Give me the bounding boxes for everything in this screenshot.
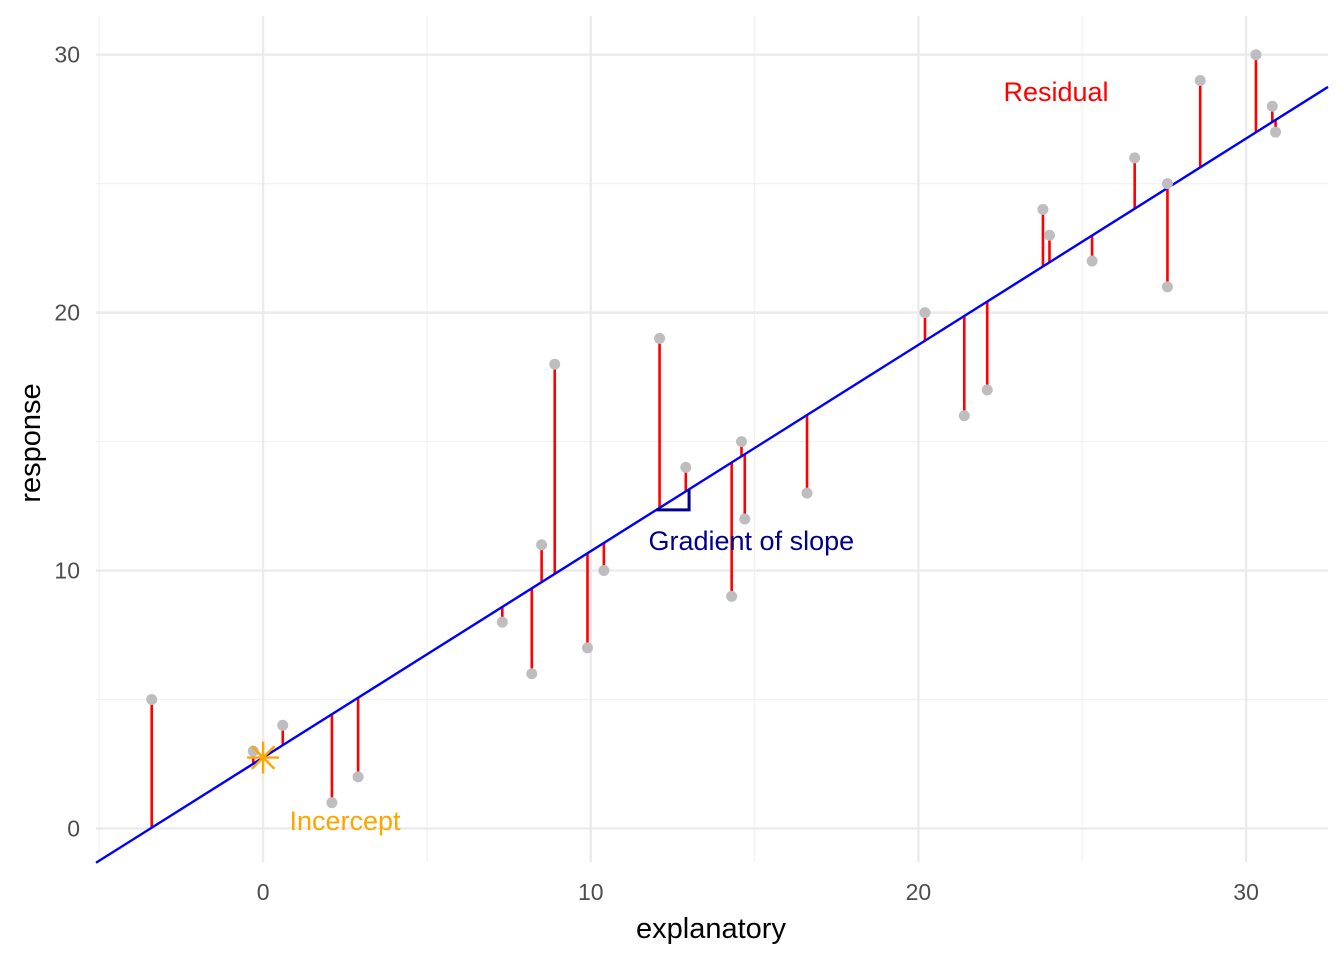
slope-annotation: Gradient of slope (649, 526, 855, 556)
data-point (1086, 255, 1098, 267)
data-point (536, 539, 548, 551)
intercept-star-stroke (250, 745, 276, 770)
y-axis-title: response (15, 383, 47, 502)
y-tick-label: 30 (54, 42, 80, 68)
data-point (1129, 152, 1141, 164)
residual-segments (150, 54, 1277, 828)
data-point (654, 332, 666, 344)
data-point (581, 642, 593, 654)
x-tick-label: 10 (578, 879, 604, 905)
data-point (801, 487, 813, 499)
data-point (1037, 203, 1049, 215)
slope-triangle (656, 489, 691, 512)
data-point (1250, 49, 1262, 61)
x-axis-tick-labels: 0 10 20 30 (257, 879, 1259, 905)
data-point (919, 307, 931, 319)
data-point (958, 410, 970, 422)
data-point (549, 358, 561, 370)
data-point (1161, 281, 1173, 293)
data-point (735, 436, 747, 448)
y-tick-label: 20 (54, 300, 80, 326)
data-point (1043, 229, 1055, 241)
minor-gridlines (96, 16, 1328, 862)
data-point (739, 513, 751, 525)
intercept-annotation: Incercept (289, 806, 401, 836)
x-tick-label: 30 (1233, 879, 1259, 905)
data-point (146, 694, 158, 706)
data-point (247, 745, 259, 757)
data-point (352, 771, 364, 783)
x-axis-title: explanatory (636, 913, 786, 945)
y-tick-label: 0 (67, 815, 80, 841)
data-point (526, 668, 538, 680)
y-tick-label: 10 (54, 558, 80, 584)
data-point (680, 461, 692, 473)
data-point (1161, 178, 1173, 190)
data-point (1266, 100, 1278, 112)
y-axis-tick-labels: 0 10 20 30 (54, 42, 80, 842)
data-points (146, 49, 1282, 809)
x-tick-label: 0 (257, 879, 270, 905)
annotation-markers (247, 489, 691, 774)
x-tick-label: 20 (906, 879, 932, 905)
data-point (1194, 74, 1206, 86)
regression-line-group (95, 85, 1329, 864)
data-point (1270, 126, 1282, 138)
data-point (981, 384, 993, 396)
data-point (277, 719, 289, 731)
intercept-star-icon (247, 741, 280, 774)
data-point (496, 616, 508, 628)
residual-annotation: Residual (1004, 77, 1109, 107)
data-point (726, 590, 738, 602)
regression-line (95, 85, 1329, 864)
major-gridlines (96, 16, 1328, 862)
data-point (326, 797, 338, 809)
data-point (598, 565, 610, 577)
